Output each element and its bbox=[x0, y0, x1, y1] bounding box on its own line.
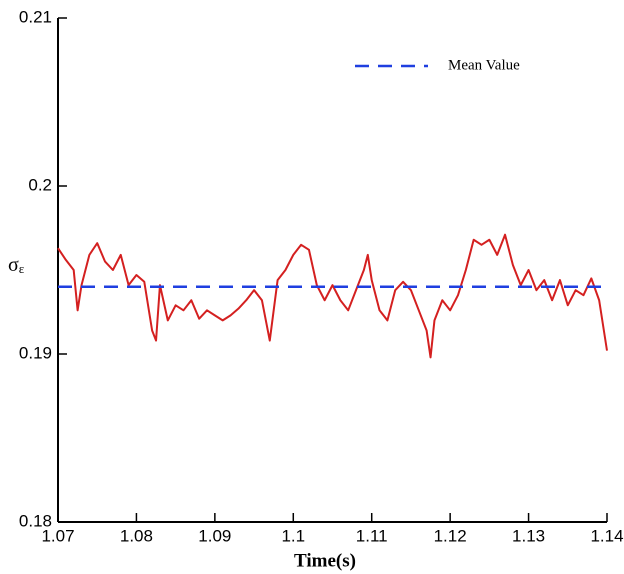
y-tick-label: 0.19 bbox=[19, 343, 52, 362]
x-tick-label: 1.12 bbox=[434, 526, 467, 545]
x-tick-label: 1.08 bbox=[120, 526, 153, 545]
x-tick-label: 1.13 bbox=[512, 526, 545, 545]
x-tick-label: 1.14 bbox=[590, 526, 623, 545]
y-tick-label: 0.2 bbox=[28, 175, 52, 194]
y-axis-label-main: σ bbox=[8, 254, 19, 276]
legend-label: Mean Value bbox=[448, 57, 520, 73]
y-axis-label: σε bbox=[8, 254, 25, 276]
x-tick-label: 1.1 bbox=[281, 526, 305, 545]
x-tick-label: 1.07 bbox=[41, 526, 74, 545]
y-tick-label: 0.18 bbox=[19, 511, 52, 530]
x-axis-label: Time(s) bbox=[294, 550, 356, 571]
x-tick-label: 1.09 bbox=[198, 526, 231, 545]
y-tick-label: 0.21 bbox=[19, 7, 52, 26]
y-axis-label-sub: ε bbox=[19, 261, 25, 276]
x-tick-label: 1.11 bbox=[356, 526, 388, 545]
data-line bbox=[57, 233, 608, 359]
